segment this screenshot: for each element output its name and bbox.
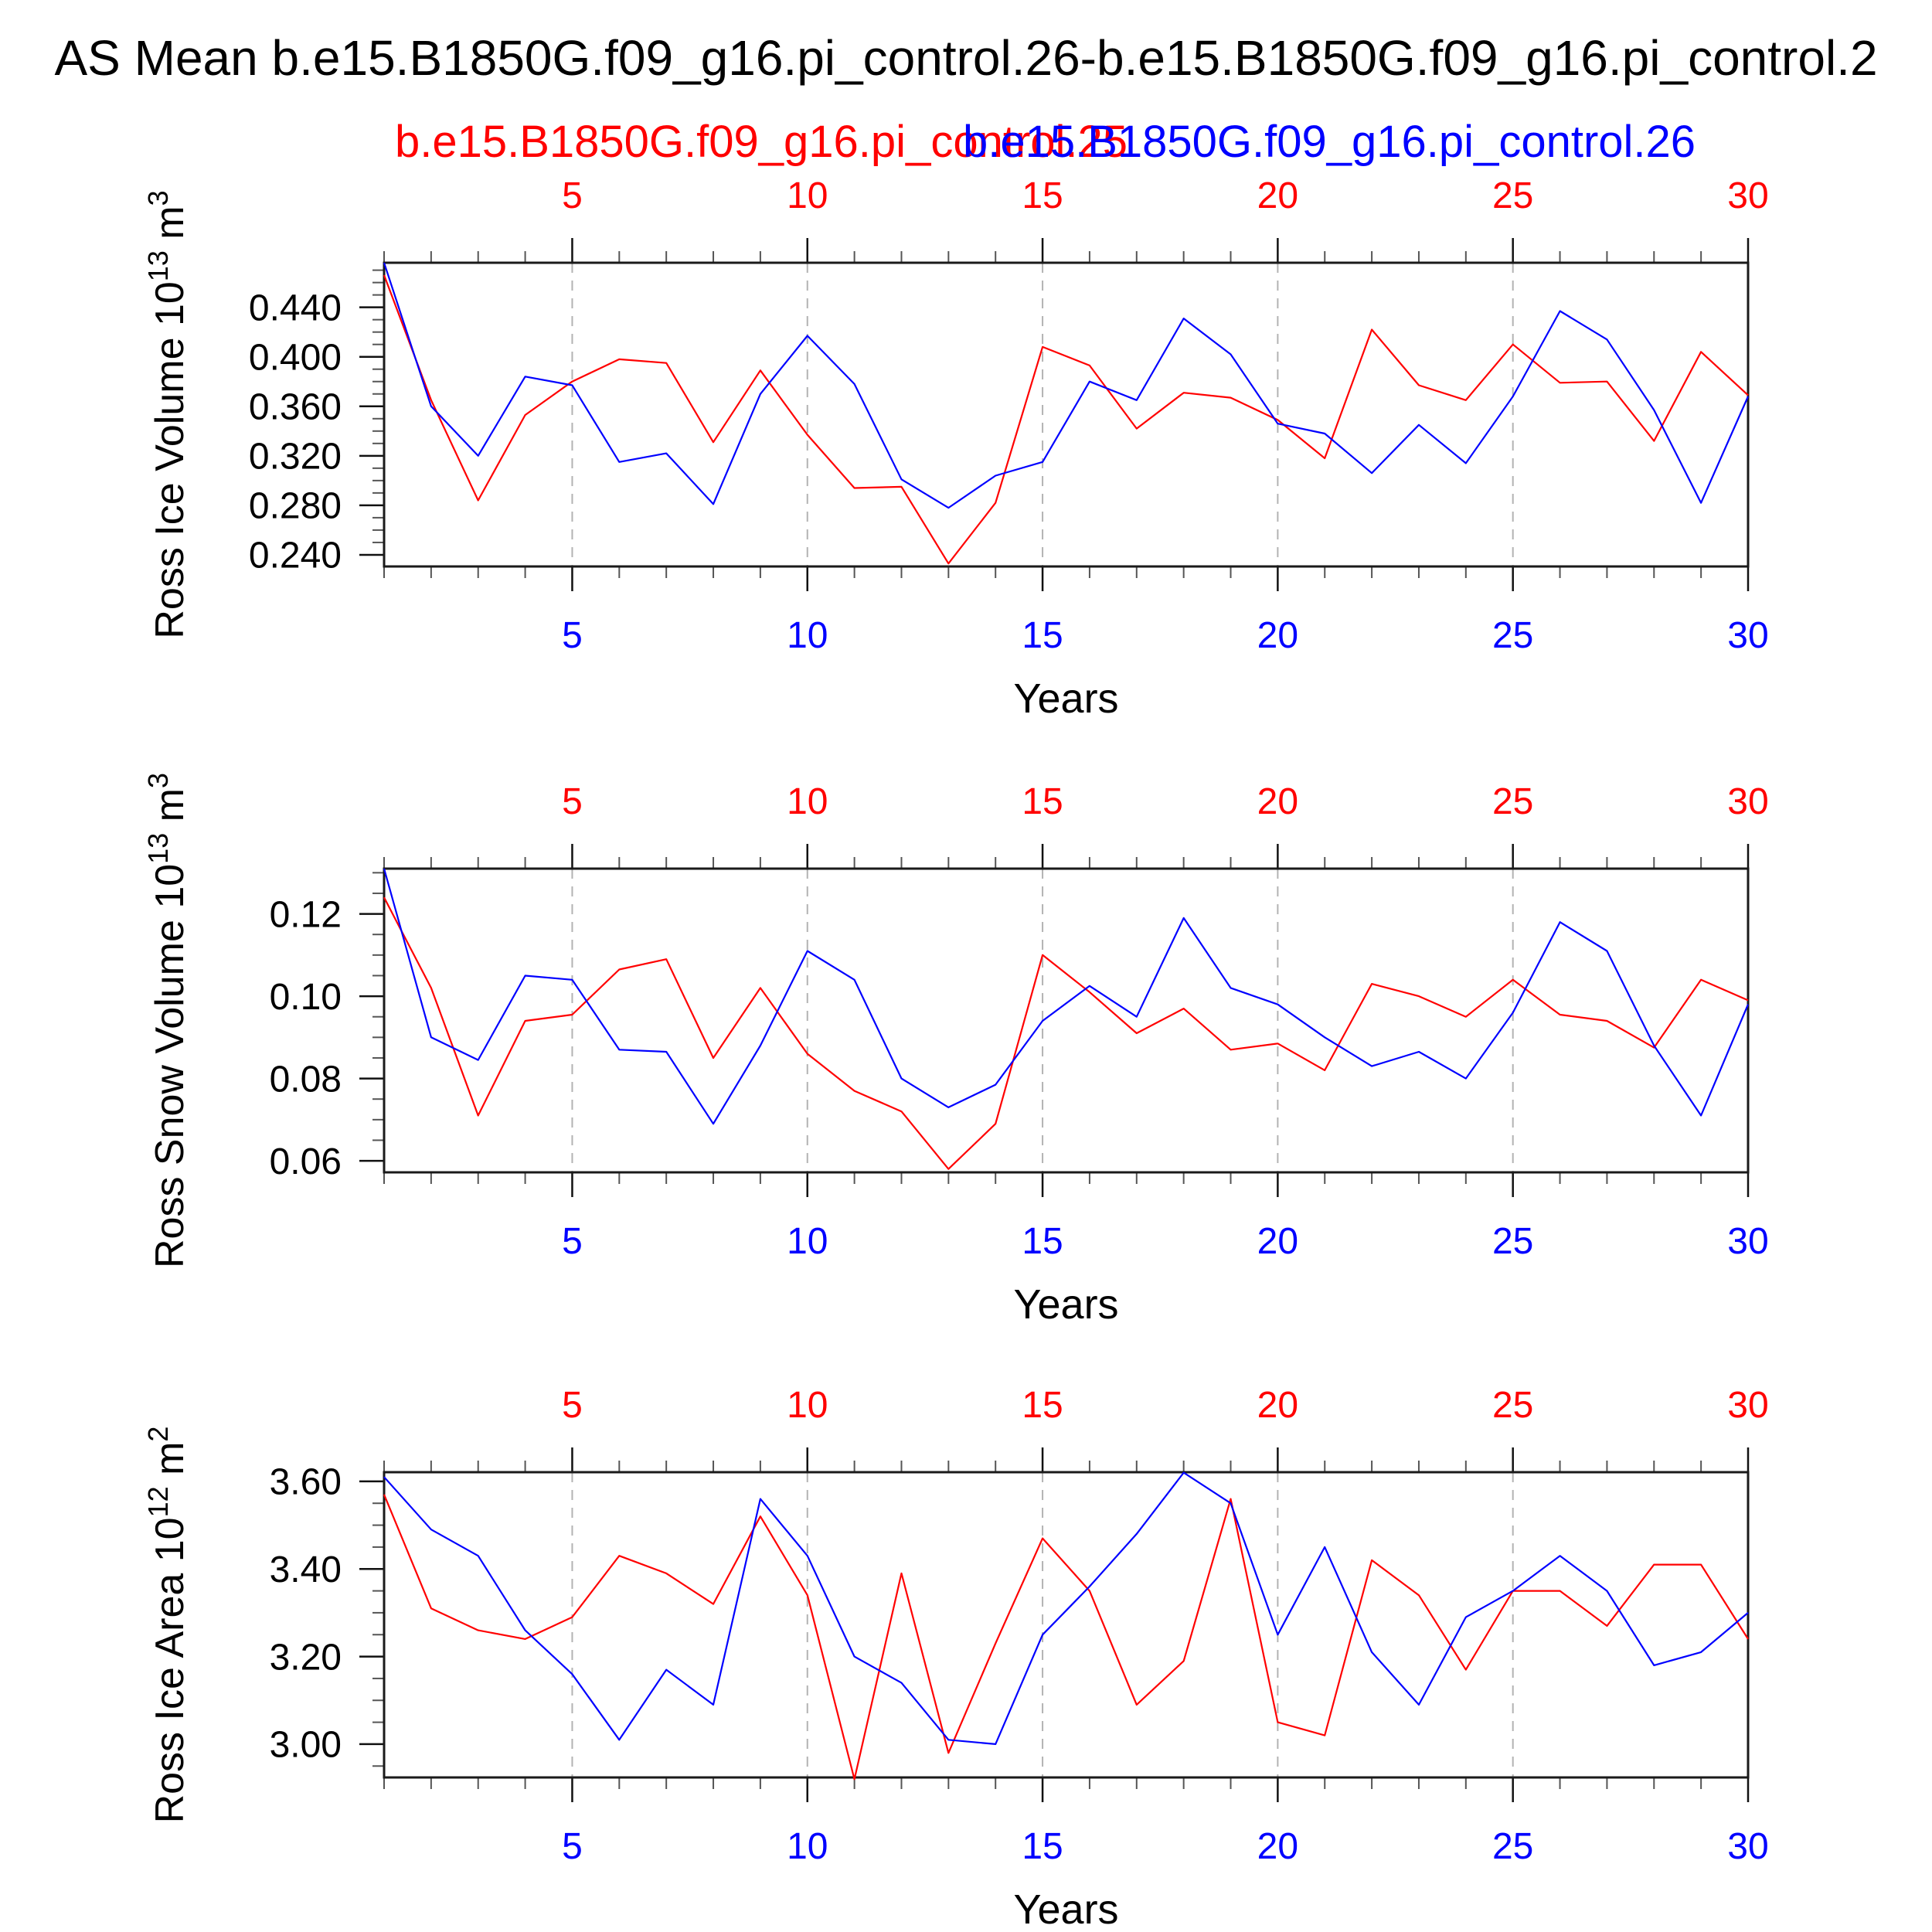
x-tick-label-top: 10 — [787, 175, 828, 216]
x-tick-label-bottom: 25 — [1492, 1221, 1533, 1262]
x-tick-label-top: 20 — [1257, 781, 1298, 822]
x-tick-label-bottom: 5 — [562, 1826, 583, 1867]
y-axis-title: Ross Ice Volume 1013​ m3​ — [142, 190, 192, 638]
x-tick-label-bottom: 25 — [1492, 1826, 1533, 1867]
x-axis-title: Years — [1013, 675, 1118, 722]
x-tick-label-top: 20 — [1257, 175, 1298, 216]
y-tick-label: 0.06 — [270, 1141, 342, 1182]
x-tick-label-top: 15 — [1022, 175, 1063, 216]
series-line-control26 — [383, 262, 1750, 509]
series-line-control25 — [383, 896, 1749, 1170]
x-tick-label-bottom: 20 — [1257, 1826, 1298, 1867]
y-tick-label: 0.360 — [249, 387, 342, 428]
x-tick-label-top: 10 — [787, 781, 828, 822]
x-tick-label-bottom: 15 — [1022, 1826, 1063, 1867]
y-tick-label: 0.320 — [249, 437, 342, 478]
x-tick-label-bottom: 10 — [787, 615, 828, 656]
y-tick-label: 0.08 — [270, 1059, 342, 1100]
y-axis-title: Ross Snow Volume 1013​ m3​ — [142, 773, 192, 1268]
x-tick-label-top: 15 — [1022, 1385, 1063, 1426]
y-axis-title: Ross Ice Area 1012​ m2​ — [142, 1427, 192, 1824]
series-line-control25 — [383, 1494, 1749, 1781]
x-tick-label-bottom: 25 — [1492, 615, 1533, 656]
x-tick-label-bottom: 20 — [1257, 1221, 1298, 1262]
x-tick-label-top: 20 — [1257, 1385, 1298, 1426]
x-tick-label-bottom: 10 — [787, 1826, 828, 1867]
x-tick-label-top: 5 — [562, 781, 583, 822]
x-tick-label-bottom: 30 — [1727, 615, 1768, 656]
x-axis-title: Years — [1013, 1886, 1118, 1932]
y-tick-label: 3.40 — [270, 1549, 342, 1590]
x-tick-label-top: 10 — [787, 1385, 828, 1426]
y-tick-label: 0.10 — [270, 977, 342, 1018]
panel-0: 0.440 0.400 0.360 0.320 0.280 0.240 5 5 10 10 15 15… — [142, 175, 1769, 722]
y-tick-label: 0.12 — [270, 894, 342, 935]
y-tick-label: 0.240 — [249, 536, 342, 577]
legend-label-control25: b.e15.B1850G.f09_g16.pi_control.25 — [394, 117, 1128, 167]
y-tick-label: 0.400 — [249, 338, 342, 379]
x-tick-label-top: 30 — [1727, 781, 1768, 822]
x-tick-label-bottom: 15 — [1022, 1221, 1063, 1262]
x-tick-label-bottom: 10 — [787, 1221, 828, 1262]
panel-2: 3.60 3.40 3.20 3.00 5 5 10 10 15 15 20 20 25 25 30 30 Ye… — [142, 1385, 1769, 1932]
y-tick-label: 3.20 — [270, 1637, 342, 1678]
x-tick-label-top: 5 — [562, 175, 583, 216]
series-line-control26 — [383, 868, 1750, 1125]
x-tick-label-bottom: 30 — [1727, 1221, 1768, 1262]
panel-1: 0.12 0.10 0.08 0.06 5 5 10 10 15 15 20 20 25 25 30 30 Ye… — [142, 773, 1769, 1328]
y-tick-label: 0.440 — [249, 287, 342, 328]
x-tick-label-top: 30 — [1727, 175, 1768, 216]
x-tick-label-bottom: 15 — [1022, 615, 1063, 656]
y-tick-label: 0.280 — [249, 486, 342, 527]
x-tick-label-top: 15 — [1022, 781, 1063, 822]
page-title: AS Mean b.e15.B1850G.f09_g16.pi_control.… — [54, 30, 1878, 86]
series-line-control25 — [383, 274, 1749, 565]
x-tick-label-top: 25 — [1492, 781, 1533, 822]
x-tick-label-top: 5 — [562, 1385, 583, 1426]
x-tick-label-bottom: 5 — [562, 615, 583, 656]
x-tick-label-bottom: 5 — [562, 1221, 583, 1262]
x-tick-label-bottom: 20 — [1257, 615, 1298, 656]
y-tick-label: 3.00 — [270, 1725, 342, 1766]
x-tick-label-top: 30 — [1727, 1385, 1768, 1426]
legend-label-control26: b.e15.B1850G.f09_g16.pi_control.26 — [962, 117, 1696, 167]
y-tick-label: 3.60 — [270, 1462, 342, 1503]
x-axis-title: Years — [1013, 1281, 1118, 1328]
series-line-control26 — [383, 1471, 1749, 1745]
x-tick-label-top: 25 — [1492, 175, 1533, 216]
x-tick-label-top: 25 — [1492, 1385, 1533, 1426]
x-tick-label-bottom: 30 — [1727, 1826, 1768, 1867]
